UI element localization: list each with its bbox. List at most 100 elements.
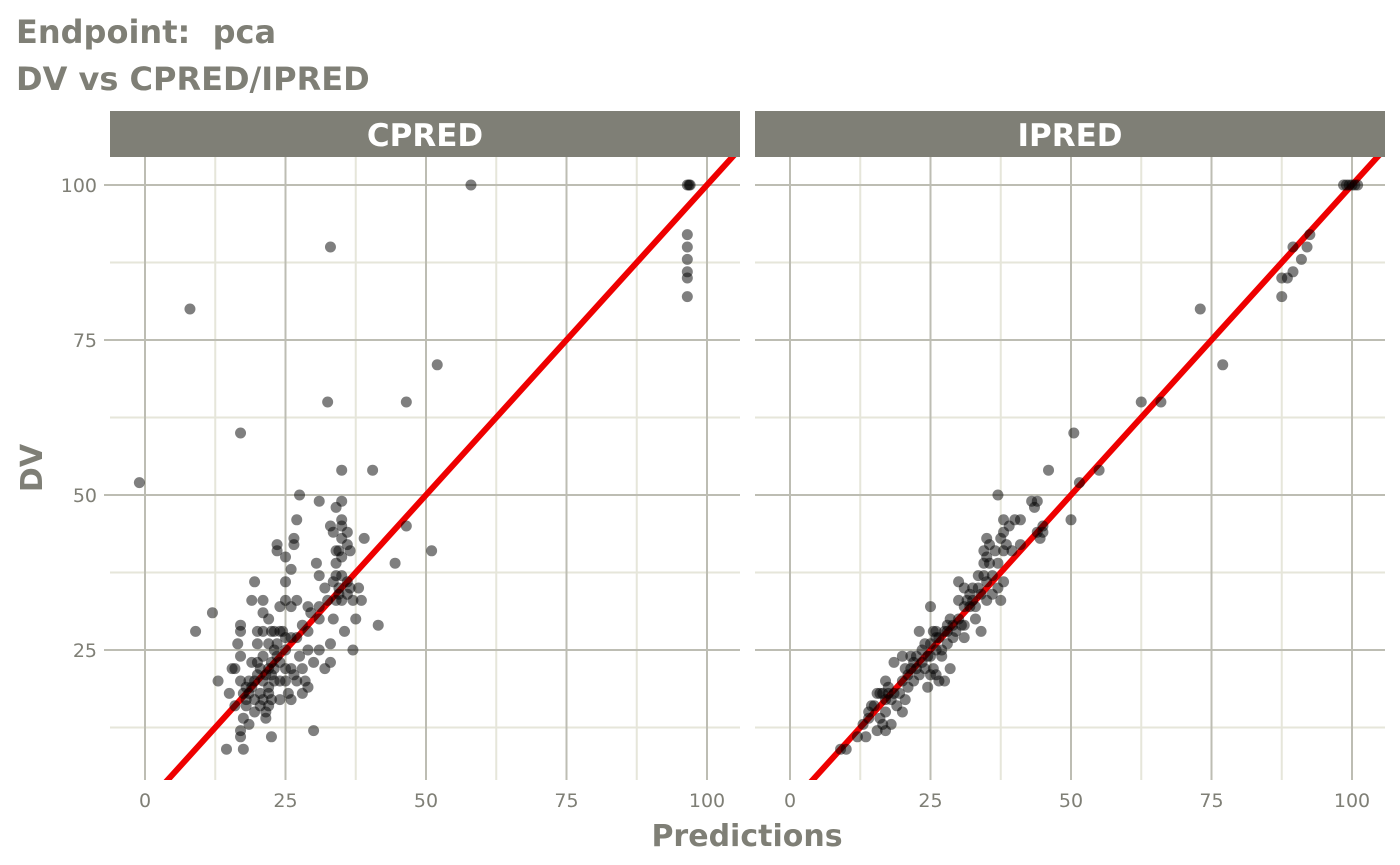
y-tick-label: 100 [61, 175, 97, 197]
data-point [681, 291, 693, 303]
data-point [288, 539, 300, 551]
y-tick-label: 75 [73, 330, 97, 352]
data-point [347, 644, 359, 656]
data-point [274, 694, 286, 706]
data-point [1217, 359, 1229, 371]
data-point [851, 731, 863, 743]
x-tick-label: 75 [1199, 790, 1223, 812]
data-point [336, 464, 348, 476]
data-point [339, 625, 351, 637]
data-point [885, 718, 897, 730]
data-point [896, 650, 908, 662]
data-point [998, 576, 1010, 588]
x-tick-label: 50 [1059, 790, 1083, 812]
data-point [888, 656, 900, 668]
data-point [896, 706, 908, 718]
data-point [237, 743, 249, 755]
data-point [969, 613, 981, 625]
data-point [1043, 464, 1055, 476]
data-point [992, 557, 1004, 569]
data-point [235, 731, 247, 743]
data-point [465, 179, 477, 191]
data-point [223, 687, 235, 699]
x-tick-label: 100 [689, 790, 725, 812]
data-point [249, 576, 261, 588]
data-point [389, 557, 401, 569]
data-point [291, 632, 303, 644]
data-point [984, 557, 996, 569]
data-point [358, 532, 370, 544]
data-point [235, 427, 247, 439]
data-point [327, 613, 339, 625]
data-point [1093, 464, 1105, 476]
data-point [975, 625, 987, 637]
data-point [1073, 477, 1085, 489]
y-tick-label: 50 [73, 485, 97, 507]
data-point [936, 650, 948, 662]
x-tick-label: 25 [273, 790, 297, 812]
facet-strip [110, 111, 740, 157]
data-point [1155, 396, 1167, 408]
y-axis-title: DV [15, 443, 50, 492]
data-point [913, 625, 925, 637]
data-point [995, 594, 1007, 606]
data-point [302, 644, 314, 656]
x-axis-title: Predictions [651, 819, 842, 854]
data-point [206, 607, 218, 619]
data-point [1014, 539, 1026, 551]
data-point [285, 563, 297, 575]
data-point [294, 650, 306, 662]
facet-strip-label: CPRED [367, 118, 483, 154]
data-point [257, 594, 269, 606]
data-point [243, 718, 255, 730]
data-point [1135, 396, 1147, 408]
chart-title-line-1: Endpoint: pca [16, 13, 277, 51]
data-point [400, 396, 412, 408]
data-point [291, 594, 303, 606]
data-point [133, 477, 145, 489]
data-point [305, 607, 317, 619]
chart-title-line-2: DV vs CPRED/IPRED [16, 60, 370, 98]
data-point [313, 644, 325, 656]
data-point [235, 650, 247, 662]
data-point [1014, 514, 1026, 526]
data-point [265, 731, 277, 743]
data-point [280, 576, 291, 588]
data-point [1065, 514, 1077, 526]
data-point [1276, 291, 1288, 303]
data-point [336, 551, 348, 563]
data-point [350, 613, 362, 625]
data-point [925, 601, 936, 613]
facet-strip [755, 111, 1385, 157]
data-point [939, 675, 951, 687]
data-point [1352, 179, 1364, 191]
data-point [1295, 253, 1307, 265]
data-point [220, 743, 232, 755]
data-point [313, 495, 325, 507]
data-point [341, 526, 353, 538]
data-point [212, 675, 224, 687]
data-point [265, 694, 277, 706]
data-point [840, 743, 852, 755]
data-point [280, 644, 291, 656]
data-point [184, 303, 196, 315]
data-point [322, 594, 334, 606]
data-point [1287, 266, 1299, 278]
data-point [302, 681, 314, 693]
panel-cpred: CPRED 0 25 50 75 100 25 50 75 100 [61, 111, 740, 812]
data-point [308, 725, 320, 737]
data-point [353, 582, 365, 594]
data-point [944, 663, 956, 675]
data-point [863, 712, 875, 724]
data-point [426, 545, 438, 557]
data-point [336, 495, 348, 507]
data-point [240, 700, 252, 712]
data-point [989, 545, 1001, 557]
data-point [324, 656, 336, 668]
data-point [313, 613, 325, 625]
data-point [681, 272, 693, 284]
x-tick-label: 25 [918, 790, 942, 812]
data-point [257, 625, 269, 637]
data-point [1068, 427, 1080, 439]
data-point [280, 551, 291, 563]
